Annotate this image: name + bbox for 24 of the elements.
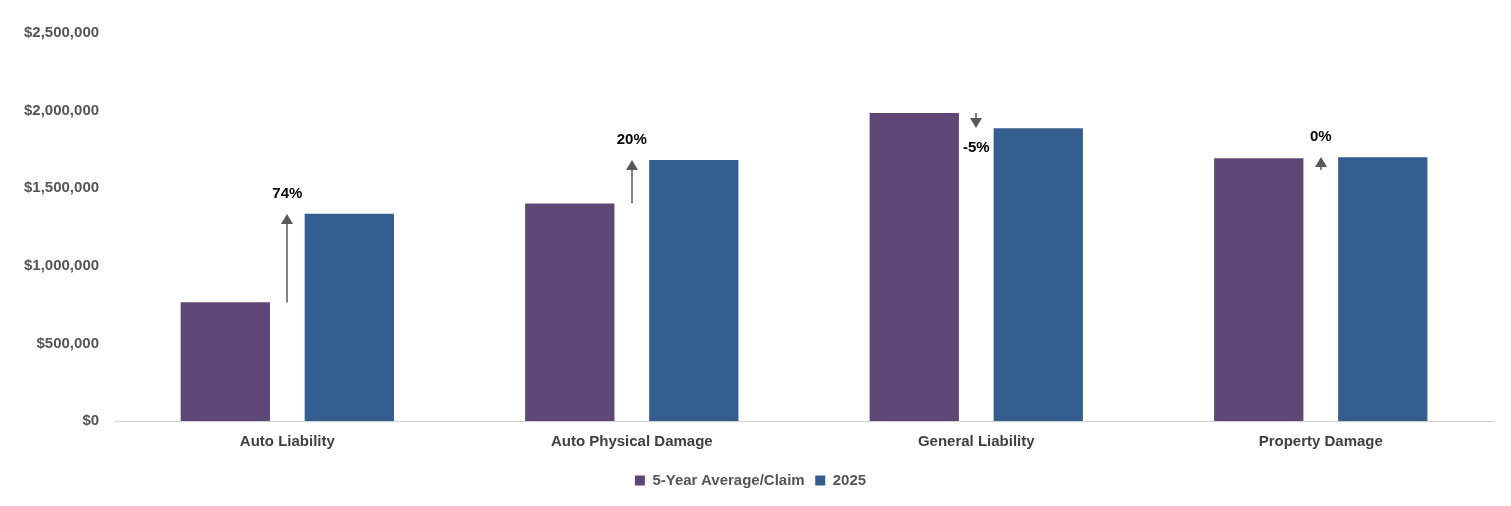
x-tick-label: Auto Liability (239, 432, 336, 450)
legend-label: 2025 (832, 470, 867, 488)
bar (869, 113, 959, 421)
bar (180, 302, 270, 421)
bar (1338, 157, 1428, 421)
y-tick-label: $0 (82, 411, 100, 429)
x-tick-label: Auto Physical Damage (550, 432, 713, 450)
annotation: -5% (962, 138, 990, 156)
y-tick-label: $2,500,000 (24, 23, 100, 41)
x-tick-label: Property Damage (1258, 432, 1383, 450)
legend-label: 5-Year Average/Claim (652, 470, 805, 488)
annotation: 74% (272, 183, 303, 201)
y-tick-label: $2,000,000 (24, 100, 100, 118)
x-tick-label: General Liability (917, 432, 1036, 450)
y-tick-label: $500,000 (36, 333, 100, 351)
y-tick-label: $1,500,000 (24, 178, 100, 196)
bar (993, 128, 1083, 421)
y-tick-label: $1,000,000 (24, 255, 100, 273)
annotation: 0% (1309, 127, 1332, 145)
bar (1214, 158, 1304, 421)
bar (649, 160, 739, 421)
annotation: 20% (616, 130, 647, 148)
bar (304, 213, 394, 421)
bar (525, 203, 615, 421)
